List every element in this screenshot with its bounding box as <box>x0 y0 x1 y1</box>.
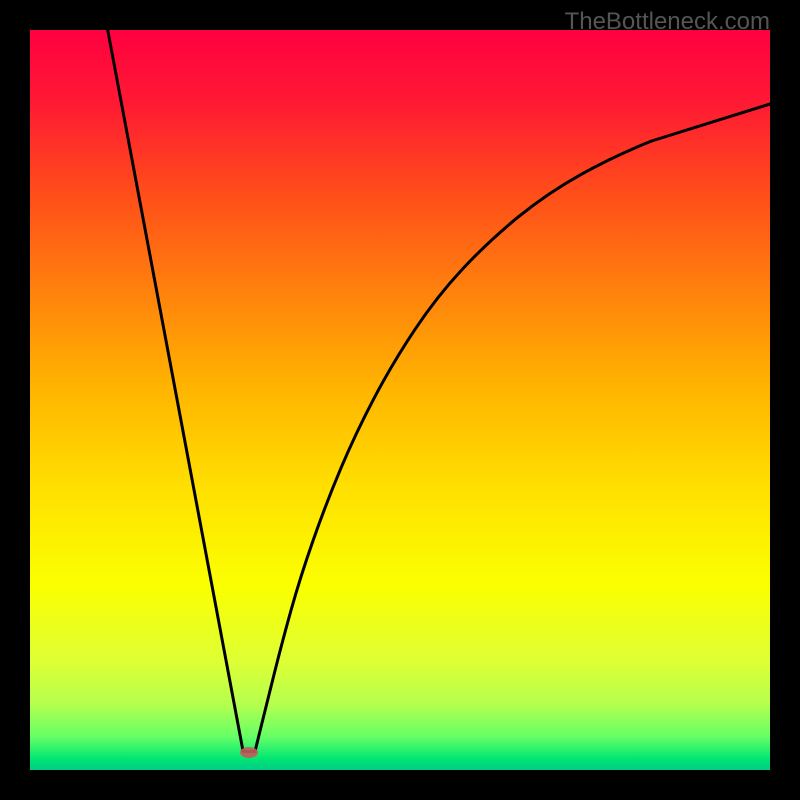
plot-area <box>30 30 770 770</box>
watermark-text: TheBottleneck.com <box>565 8 770 36</box>
curve-overlay <box>30 30 770 770</box>
chart-container: TheBottleneck.com <box>0 0 800 800</box>
minimum-marker <box>240 747 258 758</box>
